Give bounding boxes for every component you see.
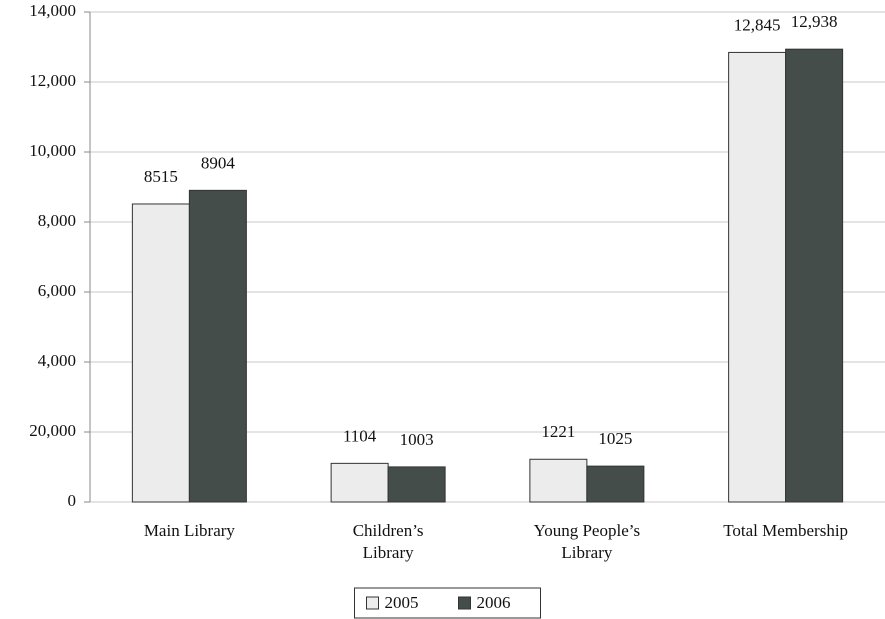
y-tick-label: 10,000	[29, 141, 76, 160]
bar	[728, 51, 787, 503]
bar	[387, 466, 446, 503]
legend-label: 2006	[477, 593, 511, 612]
bar	[188, 189, 247, 503]
data-label: 1221	[541, 422, 575, 441]
y-tick-label: 8,000	[38, 211, 76, 230]
data-label: 8515	[144, 167, 178, 186]
x-tick-label: Main Library	[143, 521, 235, 540]
legend-swatch	[366, 596, 379, 610]
data-label: 1003	[400, 430, 434, 449]
legend: 2005 2006	[354, 587, 541, 619]
x-tick-label: Young People’s Library	[533, 521, 641, 562]
y-tick-label: 6,000	[38, 281, 76, 300]
data-label: 1104	[343, 426, 377, 445]
bar	[586, 465, 645, 503]
data-label: 8904	[201, 153, 236, 172]
y-tick-label: 4,000	[38, 351, 76, 370]
bar	[131, 203, 190, 503]
x-tick-label: Total Membership	[723, 521, 849, 540]
bar	[330, 462, 389, 503]
y-tick-label: 20,000	[29, 421, 76, 440]
data-label: 12,845	[734, 15, 781, 34]
legend-swatch	[458, 596, 471, 610]
legend-box	[354, 587, 541, 619]
y-tick-label: 12,000	[29, 71, 76, 90]
y-tick-label: 14,000	[29, 1, 76, 20]
x-tick-label: Children’s Library	[352, 521, 424, 562]
bar	[785, 48, 844, 503]
data-label: 12,938	[791, 12, 838, 31]
data-label: 1025	[598, 429, 632, 448]
bar	[529, 458, 588, 503]
legend-label: 2005	[385, 593, 419, 612]
y-tick-label: 0	[68, 491, 77, 510]
